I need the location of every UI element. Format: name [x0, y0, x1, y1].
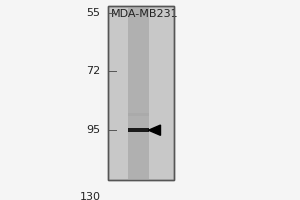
Bar: [128, 128, 148, 132]
Text: 130: 130: [80, 192, 100, 200]
Text: 55: 55: [86, 8, 100, 18]
Text: 72: 72: [86, 66, 100, 76]
Bar: [128, 6, 148, 180]
Text: MDA-MB231: MDA-MB231: [111, 9, 178, 19]
Bar: [108, 6, 174, 180]
Bar: [128, 113, 148, 116]
Bar: [108, 6, 174, 180]
Text: 95: 95: [86, 125, 100, 135]
Polygon shape: [148, 125, 160, 135]
